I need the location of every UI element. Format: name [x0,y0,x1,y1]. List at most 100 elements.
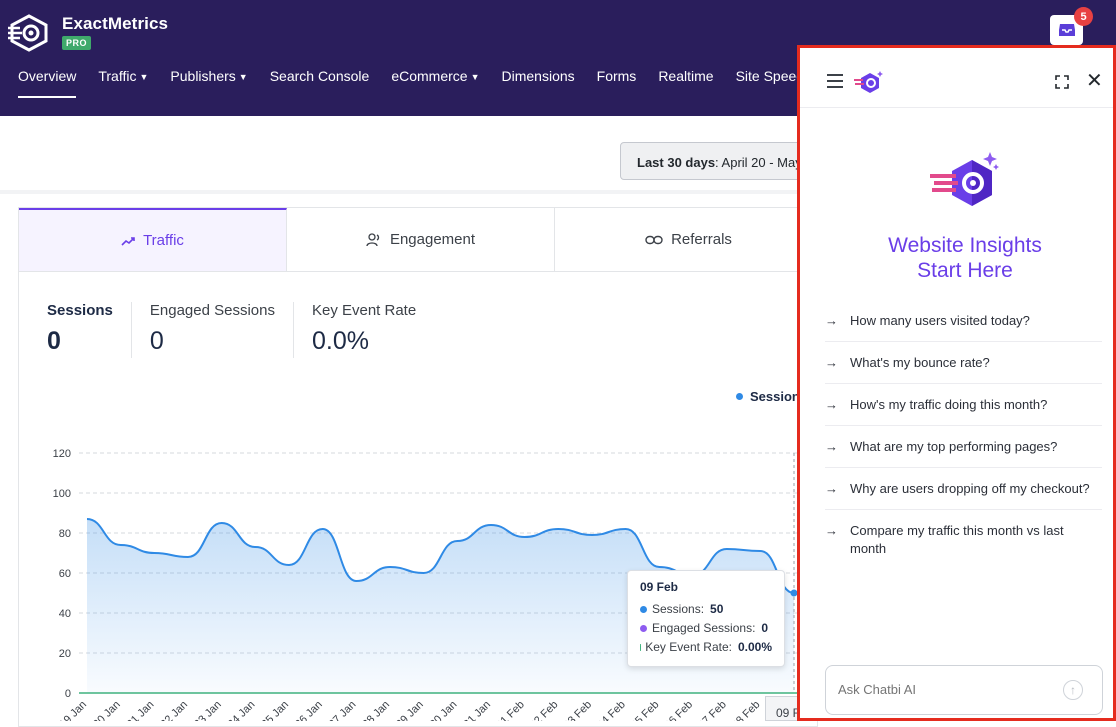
tooltip-value: 0 [761,621,768,635]
y-tick-label: 60 [59,568,71,580]
panel-title-line1: Website Insights [800,233,1116,258]
nav-item-traffic[interactable]: Traffic▼ [98,68,148,98]
tooltip-dot [640,625,647,632]
metric-value: 0.0% [312,327,416,356]
chevron-down-icon: ▼ [471,72,480,82]
y-tick-label: 20 [59,648,71,660]
nav-item-label: Forms [597,68,637,84]
nav-item-label: Site Speed [736,68,805,84]
nav-item-overview[interactable]: Overview [18,68,76,98]
menu-icon[interactable] [827,74,843,88]
tooltip-label: Key Event Rate: [645,640,732,654]
notification-count-badge: 5 [1074,7,1093,26]
nav-item-dimensions[interactable]: Dimensions [502,68,575,98]
x-tick-label: 06 Feb [662,699,695,721]
chevron-down-icon: ▼ [239,72,248,82]
date-range-prefix: Last 30 days [637,155,715,170]
x-tick-label: 19 Jan [57,699,89,721]
insights-panel: ✕ Website Insights Start Here →How many … [797,45,1116,721]
question-text: What's my bounce rate? [850,354,990,372]
x-tick-label: 27 Jan [327,699,359,721]
x-tick-label: 30 Jan [428,699,460,721]
y-tick-label: 80 [59,528,71,540]
suggested-question[interactable]: →Why are users dropping off my checkout? [825,468,1102,510]
nav-item-forms[interactable]: Forms [597,68,637,98]
metric-engaged-sessions[interactable]: Engaged Sessions 0 [150,302,294,358]
expand-icon[interactable] [1055,75,1069,89]
arrow-right-icon: → [825,312,850,330]
nav-item-search-console[interactable]: Search Console [270,68,370,98]
insights-hero-icon [930,152,1002,218]
link-icon [645,235,663,245]
send-arrow-icon[interactable]: ↑ [1063,680,1083,700]
x-tick-label: 05 Feb [629,699,662,721]
tab-traffic[interactable]: Traffic [19,208,287,272]
question-text: How's my traffic doing this month? [850,396,1047,414]
question-text: What are my top performing pages? [850,438,1057,456]
panel-title: Website Insights Start Here [800,233,1116,283]
tooltip-row-key-event: Key Event Rate: 0.00% [640,640,772,654]
x-tick-label: 24 Jan [226,699,258,721]
brand-name: ExactMetrics [62,14,168,34]
users-icon [366,233,382,247]
chevron-down-icon: ▼ [139,72,148,82]
close-icon[interactable]: ✕ [1086,72,1103,90]
arrow-right-icon: → [825,438,850,456]
tab-engagement[interactable]: Engagement [287,208,555,272]
metric-value: 0 [150,327,275,356]
x-tick-label: 25 Jan [259,699,291,721]
nav-item-label: Realtime [658,68,713,84]
metric-label: Engaged Sessions [150,302,275,319]
x-tick-label: 07 Feb [696,699,729,721]
x-tick-label: 04 Feb [595,699,628,721]
tab-referrals-label: Referrals [671,231,732,248]
x-tick-label: 22 Jan [158,699,190,721]
assistant-logo-icon [854,70,884,96]
tooltip-label: Sessions: [652,602,704,616]
panel-header: ✕ [800,48,1113,108]
arrow-right-icon: → [825,396,850,414]
tab-referrals[interactable]: Referrals [555,208,823,272]
metric-sessions[interactable]: Sessions 0 [47,302,132,358]
y-tick-label: 100 [53,488,71,500]
suggested-question[interactable]: →How's my traffic doing this month? [825,384,1102,426]
tooltip-value: 50 [710,602,723,616]
tooltip-row-engaged: Engaged Sessions: 0 [640,621,772,635]
question-text: Why are users dropping off my checkout? [850,480,1090,498]
arrow-right-icon: → [825,480,850,498]
ask-box: ↑ [825,665,1103,715]
nav-item-realtime[interactable]: Realtime [658,68,713,98]
suggested-question[interactable]: →Compare my traffic this month vs last m… [825,510,1102,569]
legend-dot [736,393,743,400]
arrow-right-icon: → [825,522,850,558]
suggested-question[interactable]: →What's my bounce rate? [825,342,1102,384]
tooltip-value: 0.00% [738,640,772,654]
nav-item-label: Overview [18,68,76,84]
tooltip-label: Engaged Sessions: [652,621,755,635]
pro-badge: PRO [62,36,91,50]
x-tick-label: 28 Jan [360,699,392,721]
trending-up-icon [121,236,135,246]
nav-item-ecommerce[interactable]: eCommerce▼ [391,68,479,98]
nav-item-label: Dimensions [502,68,575,84]
nav-item-label: Traffic [98,68,136,84]
chart-tooltip: 09 Feb Sessions: 50 Engaged Sessions: 0 Ke… [627,570,785,667]
tab-traffic-label: Traffic [143,232,184,249]
suggested-question[interactable]: →What are my top performing pages? [825,426,1102,468]
metrics-row: Sessions 0 Engaged Sessions 0 Key Event … [47,302,452,358]
metric-key-event-rate[interactable]: Key Event Rate 0.0% [312,302,434,358]
x-tick-label: 29 Jan [394,699,426,721]
x-tick-label: 01 Feb [494,699,527,721]
metric-label: Sessions [47,302,113,319]
tab-engagement-label: Engagement [390,231,475,248]
tooltip-title: 09 Feb [640,580,772,594]
nav-item-publishers[interactable]: Publishers▼ [170,68,247,98]
x-tick-label: 23 Jan [192,699,224,721]
report-tabs: Traffic Engagement Referrals [19,208,823,272]
x-tick-label: 03 Feb [561,699,594,721]
ask-input[interactable] [838,682,1048,697]
suggested-questions: →How many users visited today? →What's m… [825,300,1102,569]
nav-item-site-speed[interactable]: Site Speed [736,68,805,98]
suggested-question[interactable]: →How many users visited today? [825,300,1102,342]
y-tick-label: 120 [53,448,71,460]
